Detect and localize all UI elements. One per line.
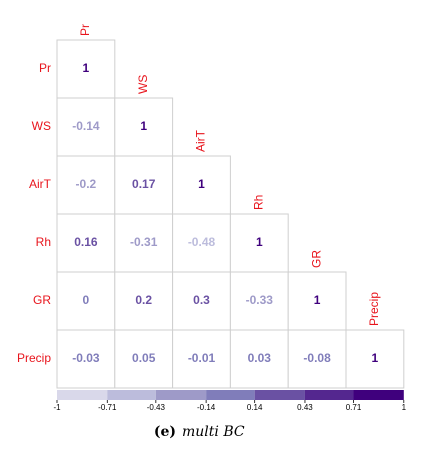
colorbar-segment [107,390,156,400]
colorbar-segment [57,390,108,400]
cell-value: -0.48 [188,235,216,249]
cell-value: 1 [140,119,147,133]
column-label: Pr [78,24,92,36]
cell [229,329,289,389]
cell-value: 0.17 [132,177,156,191]
cell [114,271,174,331]
cell-value: 1 [83,61,90,75]
cell-value: -0.31 [130,235,158,249]
colorbar-tick-label: 0.43 [297,403,313,412]
colorbar-segment [155,390,207,400]
column-label: AirT [194,129,208,152]
colorbar-tick-label: 0.71 [346,403,362,412]
row-label: Rh [36,235,51,249]
row-label: Pr [39,61,51,75]
cell [114,329,174,389]
cell [56,329,116,389]
cell [56,97,116,157]
cell-value: 0.16 [74,235,98,249]
cell-value: 1 [372,351,379,365]
cell [287,329,347,389]
cell-value: 1 [256,235,263,249]
colorbar-tick-label: 0.14 [247,403,263,412]
caption-label: (e) [154,424,176,440]
cell [172,155,231,215]
cell-value: -0.08 [303,351,331,365]
cell-value: 1 [314,293,321,307]
row-label: AirT [29,177,52,191]
cell [172,329,231,389]
cell-value: 0.2 [135,293,152,307]
colorbar-tick-label: -1 [53,403,61,412]
column-label: GR [309,250,323,268]
colorbar-segment [254,390,305,400]
cell-value: -0.03 [72,351,100,365]
cell [56,39,116,99]
cell [229,213,289,273]
row-label: GR [33,293,51,307]
cell [229,271,289,331]
cell-value: -0.14 [72,119,100,133]
column-label: WS [136,75,150,94]
colorbar-segment [304,390,354,400]
row-label: Precip [17,351,51,365]
caption: multi BC [182,424,245,440]
colorbar-tick-label: 1 [402,403,407,412]
cell-value: 0.05 [132,351,156,365]
colorbar-tick-label: -0.14 [197,403,216,412]
cell-value: 0 [83,293,90,307]
cell [345,329,405,389]
cell-value: 0.03 [248,351,272,365]
cell-value: -0.33 [246,293,274,307]
colorbar-tick-label: -0.71 [98,403,117,412]
cell [114,213,174,273]
row-label: WS [32,119,51,133]
colorbar-segment [353,390,404,400]
column-label: Precip [367,292,381,326]
cell-value: 1 [198,177,205,191]
column-label: Rh [251,195,265,210]
colorbar-tick-label: -0.43 [147,403,166,412]
colorbar-segment [206,390,255,400]
cell-value: -0.2 [76,177,97,191]
cell [114,97,174,157]
cell-value: -0.01 [188,351,216,365]
cell-value: 0.3 [193,293,210,307]
